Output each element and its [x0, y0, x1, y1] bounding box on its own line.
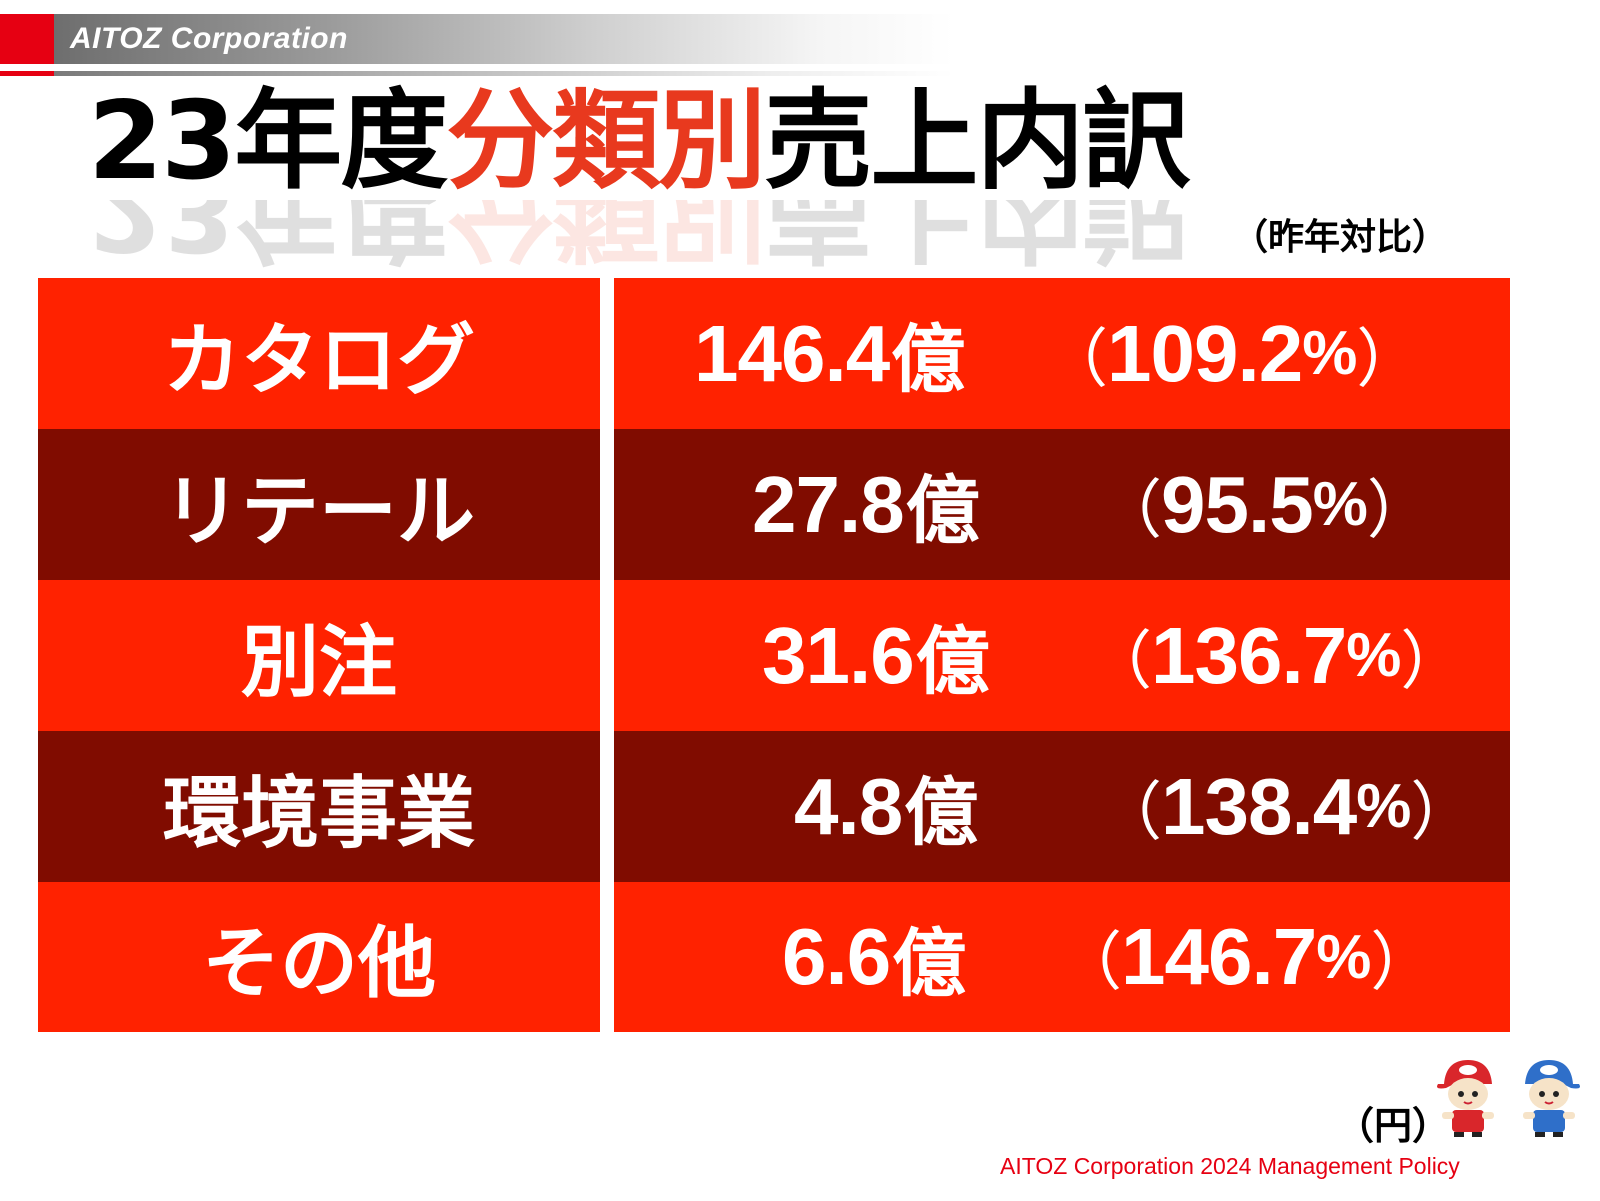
value-cell: 27.8 億 （95.5%）: [614, 429, 1510, 580]
table-row: リテール 27.8 億 （95.5%）: [38, 429, 1510, 580]
value-cell: 146.4 億 （109.2%）: [614, 278, 1510, 429]
mascot-toz-icon: [1523, 1060, 1580, 1137]
table-row: カタログ 146.4 億 （109.2%）: [38, 278, 1510, 429]
title-accent: 分類別: [446, 79, 766, 204]
table-row: その他 6.6 億 （146.7%）: [38, 882, 1510, 1032]
page-title: 23年度分類別売上内訳: [88, 79, 1190, 204]
value-cell: 6.6 億 （146.7%）: [614, 882, 1510, 1032]
amount: 4.8 億: [794, 761, 978, 857]
yoy-ratio: （136.7%）: [1088, 610, 1464, 700]
yoy-ratio: （138.4%）: [1098, 761, 1474, 851]
currency-unit-label: （円）: [1336, 1104, 1451, 1148]
header-gradient-bar: [54, 14, 954, 64]
category-cell: カタログ: [38, 278, 600, 429]
header-red-underline: [0, 71, 54, 76]
title-subtitle: （昨年対比）: [1232, 217, 1449, 258]
yoy-ratio: （146.7%）: [1058, 912, 1434, 1001]
header-red-block: [0, 14, 54, 64]
header-gradient-underline: [54, 71, 954, 76]
table-row: 環境事業 4.8 億 （138.4%）: [38, 731, 1510, 882]
value-cell: 31.6 億 （136.7%）: [614, 580, 1510, 731]
category-cell: 環境事業: [38, 731, 600, 882]
footer-caption: AITOZ Corporation 2024 Management Policy: [1000, 1153, 1460, 1179]
title-reflection: 23年度分類別売上内訳: [88, 200, 1189, 270]
mascot-ai-icon: [1437, 1060, 1494, 1137]
category-cell: その他: [38, 882, 600, 1032]
amount: 146.4 億: [694, 308, 965, 404]
value-cell: 4.8 億 （138.4%）: [614, 731, 1510, 882]
yoy-ratio: （95.5%）: [1098, 459, 1431, 549]
category-cell: 別注: [38, 580, 600, 731]
title-part-2: 売上内訳: [764, 79, 1190, 204]
amount: 6.6 億: [782, 912, 966, 1007]
table-row: 別注 31.6 億 （136.7%）: [38, 580, 1510, 731]
amount: 31.6 億: [762, 610, 990, 706]
yoy-ratio: （109.2%）: [1044, 308, 1420, 398]
title-part-1: 23年度: [88, 79, 448, 204]
category-cell: リテール: [38, 429, 600, 580]
brand-logo-text: AITOZ Corporation: [70, 22, 348, 55]
amount: 27.8 億: [752, 459, 980, 555]
sales-breakdown-table: カタログ 146.4 億 （109.2%） リテール 27.8 億 （95.5%） …: [38, 278, 1510, 1032]
